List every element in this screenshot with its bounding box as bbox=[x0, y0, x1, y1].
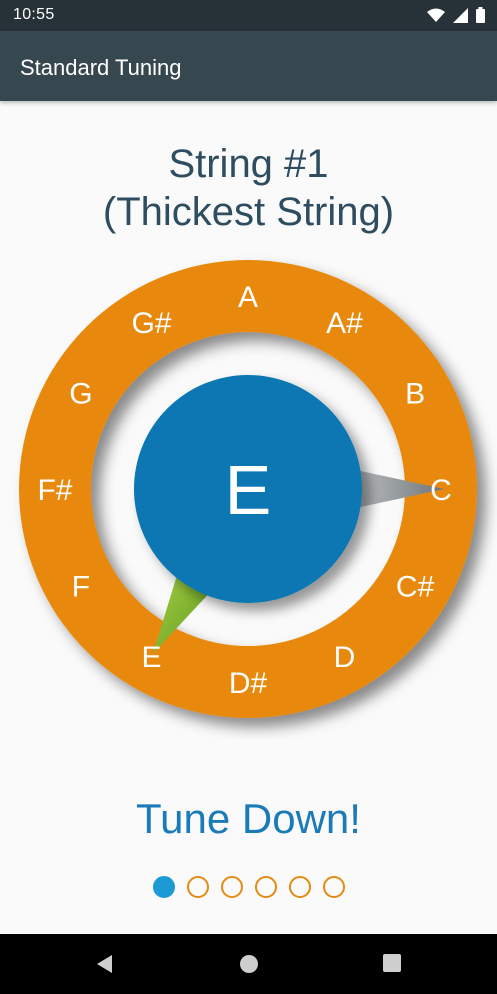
note-label: A# bbox=[326, 307, 363, 340]
note-label: F# bbox=[37, 474, 72, 507]
tuner-svg: E A A# B C C# D D# E F F# G G# bbox=[19, 260, 477, 718]
battery-icon bbox=[476, 7, 485, 23]
recents-icon[interactable] bbox=[383, 954, 401, 972]
note-label: D bbox=[334, 641, 356, 674]
status-bar: 10:55 bbox=[0, 0, 497, 31]
note-label: B bbox=[405, 378, 425, 411]
string-heading: String #1 (Thickest String) bbox=[0, 140, 497, 236]
note-labels: A A# B C C# D D# E F F# G G# bbox=[37, 281, 451, 700]
pager-dot[interactable] bbox=[152, 876, 175, 898]
string-description: (Thickest String) bbox=[102, 190, 395, 234]
detected-note-needle bbox=[351, 468, 444, 510]
pager-dot[interactable] bbox=[288, 876, 311, 898]
center-note-circle bbox=[134, 375, 362, 603]
center-note-label: E bbox=[225, 451, 272, 529]
note-label: F bbox=[72, 571, 90, 604]
note-label: A bbox=[238, 281, 258, 314]
app-bar: Standard Tuning bbox=[0, 31, 497, 101]
note-label: E bbox=[141, 641, 161, 674]
back-icon[interactable] bbox=[95, 954, 115, 974]
app-title: Standard Tuning bbox=[20, 55, 182, 80]
tuner-dial: E A A# B C C# D D# E F F# G G# bbox=[0, 250, 497, 740]
tune-message: Tune Down! bbox=[136, 795, 361, 842]
note-label: C bbox=[430, 474, 452, 507]
note-label: C# bbox=[396, 571, 435, 604]
wifi-icon bbox=[427, 8, 445, 22]
string-pager[interactable] bbox=[0, 876, 497, 904]
status-time: 10:55 bbox=[13, 6, 55, 23]
pager-dot[interactable] bbox=[322, 876, 345, 898]
pager-dot[interactable] bbox=[220, 876, 243, 898]
signal-icon bbox=[453, 7, 468, 23]
status-icons bbox=[427, 6, 485, 24]
pager-dot[interactable] bbox=[186, 876, 209, 898]
note-label: D# bbox=[229, 667, 268, 700]
home-icon[interactable] bbox=[239, 954, 259, 974]
navigation-bar bbox=[0, 934, 497, 994]
note-ring bbox=[19, 260, 477, 718]
note-label: G bbox=[69, 378, 92, 411]
pager-dot[interactable] bbox=[254, 876, 277, 898]
note-label: G# bbox=[131, 307, 171, 340]
string-number: String #1 bbox=[168, 142, 329, 186]
